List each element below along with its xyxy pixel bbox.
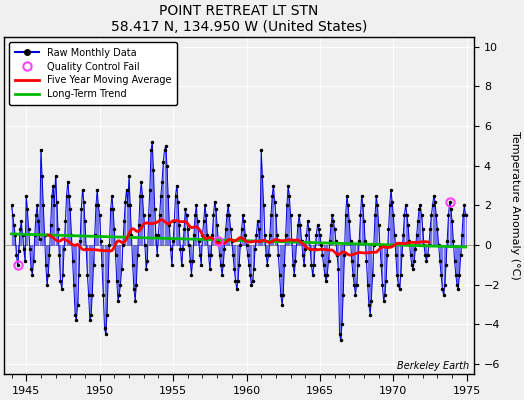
Legend: Raw Monthly Data, Quality Control Fail, Five Year Moving Average, Long-Term Tren: Raw Monthly Data, Quality Control Fail, … [9, 42, 177, 105]
Text: Berkeley Earth: Berkeley Earth [397, 361, 470, 371]
Y-axis label: Temperature Anomaly (°C): Temperature Anomaly (°C) [510, 131, 520, 280]
Title: POINT RETREAT LT STN
58.417 N, 134.950 W (United States): POINT RETREAT LT STN 58.417 N, 134.950 W… [111, 4, 367, 34]
